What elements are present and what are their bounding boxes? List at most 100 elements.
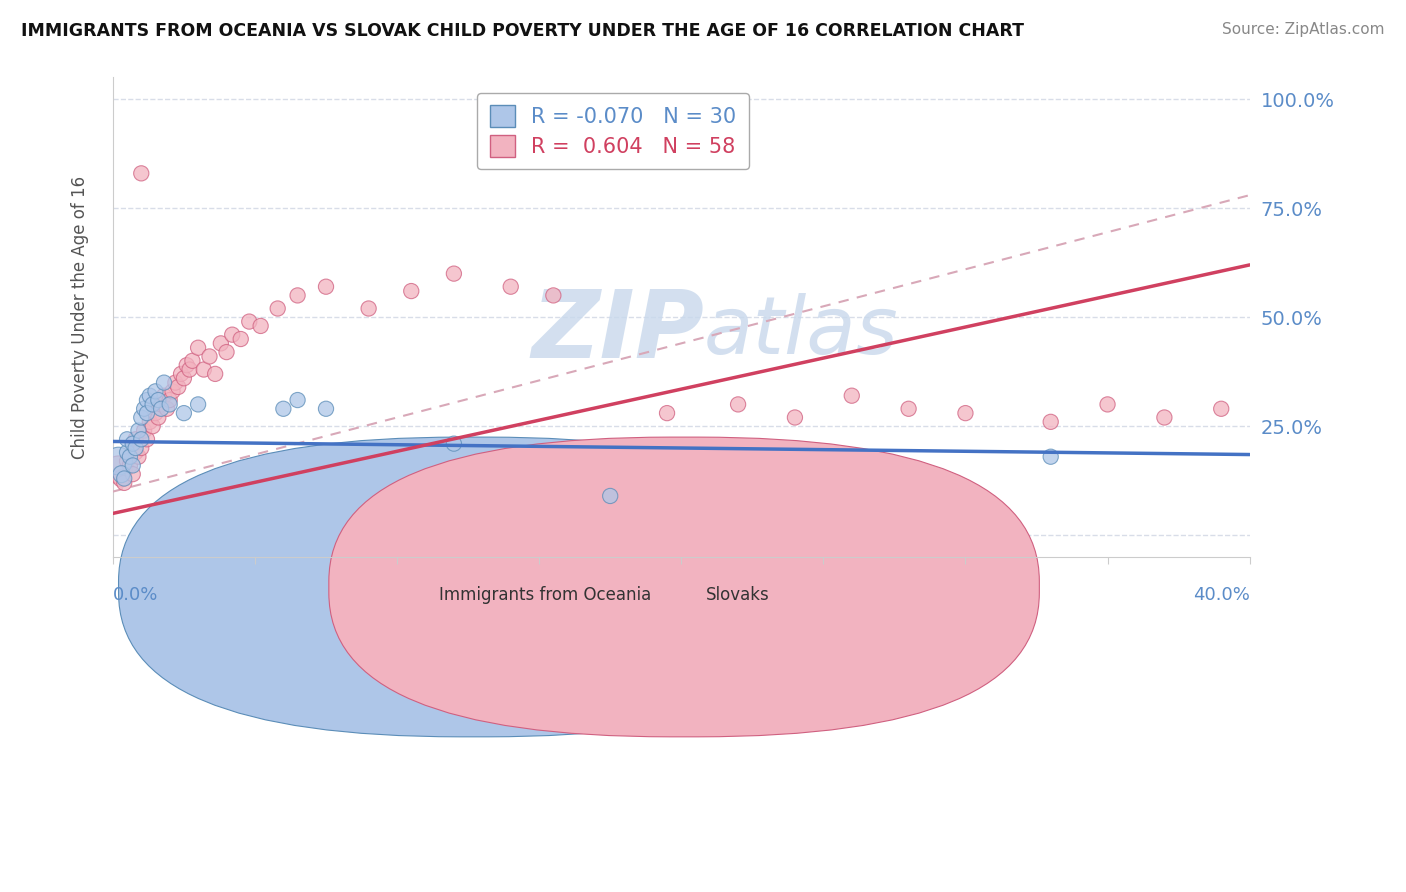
Point [315,401,337,416]
Legend: R = -0.070   N = 30, R =  0.604   N = 58: R = -0.070 N = 30, R = 0.604 N = 58 [477,93,749,169]
Point [107,454,129,468]
Point [121,467,143,482]
Point [273,401,295,416]
Point [173,406,195,420]
Text: atlas: atlas [704,293,898,370]
Point [118,458,141,473]
Point [179,362,201,376]
Point [124,432,146,446]
Point [142,397,165,411]
Point [118,450,141,464]
Point [129,432,152,446]
Point [136,392,159,407]
Point [153,376,176,390]
Text: ZIP: ZIP [531,285,704,377]
Point [150,401,173,416]
Point [499,279,522,293]
Point [115,445,138,459]
Point [599,127,621,141]
Point [170,367,193,381]
Point [955,406,977,420]
Point [115,454,138,468]
Point [150,397,173,411]
Text: Immigrants from Oceania: Immigrants from Oceania [439,586,651,604]
Point [1039,415,1062,429]
Point [287,392,309,407]
Point [357,301,380,316]
Point [129,441,152,455]
Point [156,401,179,416]
Point [162,384,184,399]
Point [443,436,465,450]
Point [897,401,920,416]
Point [112,471,135,485]
Point [221,327,243,342]
Point [159,392,181,407]
Point [121,436,143,450]
Point [110,467,132,482]
Point [124,445,146,459]
Point [193,362,215,376]
FancyBboxPatch shape [329,437,1039,737]
Point [142,419,165,434]
Point [148,410,170,425]
Point [139,415,162,429]
Point [187,397,209,411]
Point [167,380,190,394]
Point [198,350,221,364]
Point [153,389,176,403]
Point [209,336,232,351]
Point [315,279,337,293]
Point [401,284,423,298]
Point [204,367,226,381]
Point [132,424,155,438]
Point [136,432,159,446]
Point [132,401,155,416]
Point [139,389,162,403]
Point [249,318,271,333]
Point [655,406,678,420]
Point [124,441,146,455]
Text: IMMIGRANTS FROM OCEANIA VS SLOVAK CHILD POVERTY UNDER THE AGE OF 16 CORRELATION : IMMIGRANTS FROM OCEANIA VS SLOVAK CHILD … [21,22,1024,40]
Y-axis label: Child Poverty Under the Age of 16: Child Poverty Under the Age of 16 [72,176,89,458]
Point [129,166,152,180]
Point [148,392,170,407]
Point [121,458,143,473]
Point [112,475,135,490]
Point [176,358,198,372]
Text: 0.0%: 0.0% [112,586,159,604]
Point [727,397,749,411]
Point [110,471,132,485]
Point [187,341,209,355]
Point [287,288,309,302]
Text: Slovaks: Slovaks [706,586,770,604]
Point [145,406,167,420]
Point [159,397,181,411]
Point [1097,397,1119,411]
Point [136,406,159,420]
Point [127,450,149,464]
Point [229,332,252,346]
Text: Source: ZipAtlas.com: Source: ZipAtlas.com [1222,22,1385,37]
Point [267,301,290,316]
Point [173,371,195,385]
Point [1039,450,1062,464]
Point [127,424,149,438]
Point [145,384,167,399]
Point [783,410,806,425]
Point [238,315,260,329]
Text: 40.0%: 40.0% [1192,586,1250,604]
Point [215,345,238,359]
Point [443,267,465,281]
Point [107,463,129,477]
Point [543,288,565,302]
Point [599,489,621,503]
Point [115,432,138,446]
Point [1211,401,1233,416]
Point [841,389,863,403]
Point [181,353,204,368]
Point [129,410,152,425]
FancyBboxPatch shape [118,437,830,737]
Point [1153,410,1175,425]
Point [165,376,187,390]
